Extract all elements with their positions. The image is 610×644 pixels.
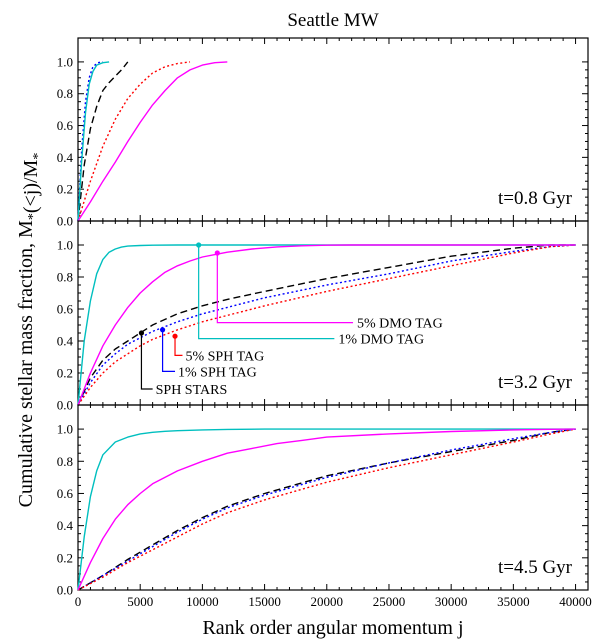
x-tick-label: 0	[75, 594, 82, 609]
x-axis-label: Rank order angular momentum j	[202, 617, 463, 639]
y-tick-label: 0.0	[57, 214, 73, 229]
y-tick-label: 0.2	[57, 550, 73, 565]
y-tick-label: 0.6	[57, 486, 74, 501]
annotation-leader	[174, 336, 183, 356]
x-tick-label: 30000	[435, 594, 468, 609]
panel-time-label: t=4.5 Gyr	[498, 557, 573, 578]
annotation-label: SPH STARS	[156, 383, 228, 398]
series-line-sph_tag_1	[77, 428, 576, 591]
series-line-dmo_tag_5	[77, 428, 576, 591]
panel-time-label: t=3.2 Gyr	[498, 372, 573, 393]
y-tick-label: 0.0	[57, 583, 73, 598]
x-tick-label: 10000	[186, 594, 219, 609]
annotation-5-sph-tag: 5% SPH TAG	[172, 333, 264, 364]
y-tick-label: 0.4	[57, 518, 74, 533]
series-line-sph_tag_5	[77, 244, 576, 406]
y-tick-label: 1.0	[57, 54, 73, 69]
panel-3: 0.0 0.2 0.4 0.6 0.8 1.0 t=4.5 Gyr	[57, 404, 589, 598]
panel-1: 0.0 0.2 0.4 0.6 0.8 1.0 t=0.8 Gyr	[57, 37, 589, 229]
series-line-dmo_tag_1	[77, 61, 110, 222]
x-tick-label: 15000	[248, 594, 281, 609]
annotation-5-dmo-tag: 5% DMO TAG	[214, 250, 443, 332]
x-tick-label: 20000	[311, 594, 344, 609]
y-tick-label: 1.0	[57, 238, 73, 253]
annotation-leader	[198, 245, 335, 340]
panels: 0.00.20.40.60.81.0t=0.8 Gyr0.00.20.40.60…	[57, 37, 589, 598]
y-tick-label: 0.8	[57, 454, 73, 469]
series-line-sph_stars	[77, 428, 576, 591]
annotation-sph-stars: SPH STARS	[138, 330, 228, 398]
series-line-sph_tag_1	[77, 61, 104, 222]
annotation-leader	[140, 333, 153, 390]
series-line-sph_stars	[77, 61, 129, 222]
annotation-label: 5% DMO TAG	[357, 317, 443, 332]
y-tick-label: 0.0	[57, 398, 73, 413]
panel-frame	[77, 404, 589, 591]
x-tick-label: 25000	[373, 594, 406, 609]
y-tick-label: 0.8	[57, 270, 73, 285]
y-tick-label: 0.6	[57, 302, 74, 317]
series-line-sph_stars	[77, 244, 576, 406]
y-tick-label: 0.6	[57, 118, 74, 133]
annotation-label: 1% SPH TAG	[178, 365, 257, 380]
x-tick-label: 40000	[559, 594, 592, 609]
series-line-dmo_tag_1	[77, 244, 576, 406]
annotation-leader	[216, 253, 354, 324]
annotation-1-dmo-tag: 1% DMO TAG	[196, 242, 424, 348]
x-tick-label: 35000	[497, 594, 530, 609]
series-line-sph_tag_5	[77, 61, 191, 222]
y-tick-label: 0.2	[57, 182, 73, 197]
annotation-1-sph-tag: 1% SPH TAG	[159, 327, 257, 380]
y-tick-label: 0.4	[57, 150, 74, 165]
annotation-label: 5% SPH TAG	[185, 349, 264, 364]
x-tick-label: 5000	[127, 594, 153, 609]
chart-title: Seattle MW	[287, 10, 378, 31]
annotation-leader	[161, 329, 176, 372]
y-tick-label: 1.0	[57, 422, 73, 437]
panel-time-label: t=0.8 Gyr	[498, 188, 573, 209]
y-tick-label: 0.2	[57, 366, 73, 381]
series-line-dmo_tag_1	[77, 428, 576, 591]
y-axis-label: Cumulative stellar mass fraction, M*(<j)…	[15, 153, 46, 508]
annotation-label: 1% DMO TAG	[338, 333, 424, 348]
y-tick-label: 0.8	[57, 86, 73, 101]
y-tick-label: 0.4	[57, 334, 74, 349]
series-line-dmo_tag_5	[77, 61, 228, 222]
series-line-dmo_tag_5	[77, 244, 576, 406]
x-tick-labels: 0 5000 10000 15000 20000 25000 30000 35000 40000	[75, 594, 592, 609]
